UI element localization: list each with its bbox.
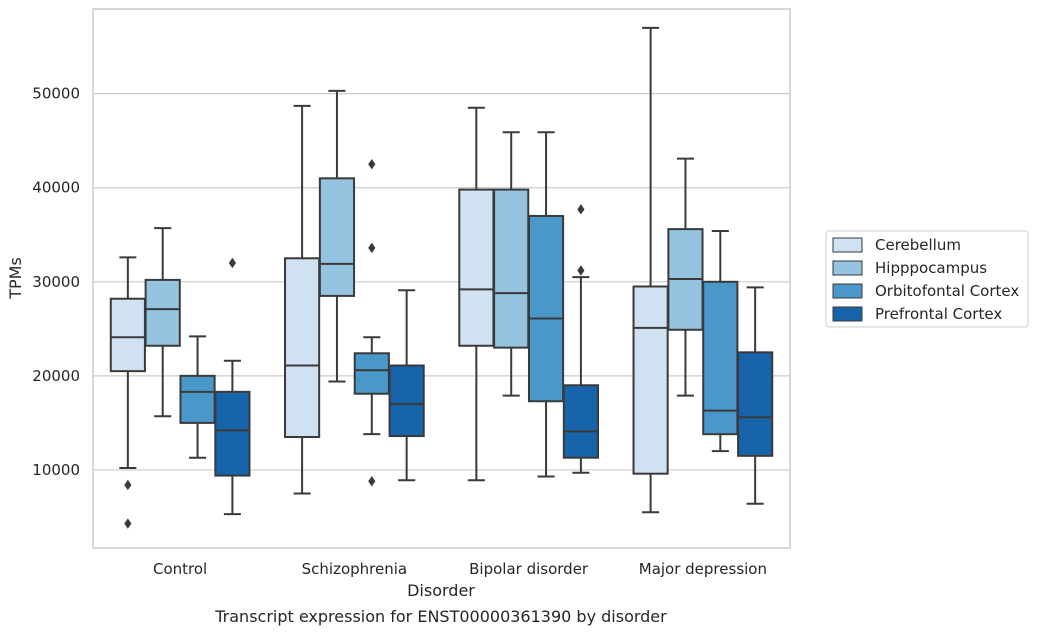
box-iqr — [702, 280, 739, 436]
legend-label: Cerebellum — [875, 236, 961, 254]
legend-frame — [825, 230, 1029, 328]
x-tick-label: Major depression — [639, 560, 767, 578]
x-tick-label: Bipolar disorder — [469, 560, 589, 578]
box-group — [493, 131, 530, 397]
chart-caption: Transcript expression for ENST0000036139… — [214, 607, 667, 626]
box-iqr — [284, 257, 321, 439]
legend: Cerebellum Hipppocampus Orbitofontal Corte… — [825, 230, 1029, 328]
box-group — [562, 204, 599, 474]
x-tick-labels: Control Schizophrenia Bipolar disorder Majo… — [153, 560, 767, 578]
outlier-point — [577, 265, 585, 276]
outlier-point — [368, 476, 376, 487]
legend-label: Hipppocampus — [875, 259, 987, 277]
legend-swatch — [832, 260, 863, 276]
box-group — [737, 286, 774, 505]
legend-label: Prefrontal Cortex — [875, 305, 1002, 323]
box-group — [144, 227, 181, 418]
outlier-point — [368, 242, 376, 254]
box-iqr — [214, 390, 251, 477]
x-tick-label: Control — [153, 560, 207, 578]
box-iqr — [562, 384, 599, 459]
plot-frame — [92, 8, 791, 549]
outlier-point — [228, 257, 236, 269]
box-group — [214, 257, 251, 516]
box-group — [353, 159, 390, 487]
y-tick-label: 30000 — [32, 273, 80, 291]
box-iqr — [144, 278, 181, 347]
legend-swatch — [832, 306, 863, 322]
outlier-point — [577, 204, 585, 215]
box-iqr — [737, 351, 774, 457]
box-group — [632, 26, 669, 514]
box-iqr — [353, 352, 390, 395]
legend-swatch — [832, 237, 863, 253]
box-group — [318, 89, 356, 383]
box-iqr — [179, 374, 216, 424]
box-group — [179, 335, 216, 459]
box-group — [109, 256, 146, 529]
outlier-point — [124, 518, 132, 529]
y-tick-labels: 10000 20000 30000 40000 50000 — [32, 85, 80, 479]
y-axis-title: TPMs — [6, 257, 25, 300]
box-iqr — [109, 297, 146, 373]
outlier-point — [368, 159, 376, 170]
box-iqr — [458, 188, 495, 347]
box-group — [702, 229, 739, 453]
box-iqr — [493, 188, 530, 349]
y-tick-label: 10000 — [32, 461, 80, 479]
box-group — [388, 289, 425, 482]
box-iqr — [527, 214, 565, 403]
box-group — [284, 104, 321, 495]
y-tick-label: 20000 — [32, 367, 80, 385]
x-tick-label: Schizophrenia — [302, 560, 407, 578]
box-group — [667, 157, 704, 397]
box-iqr — [632, 285, 669, 475]
box-iqr — [388, 364, 425, 438]
box-group — [527, 131, 565, 478]
x-axis-title: Disorder — [407, 581, 475, 600]
y-tick-label: 50000 — [32, 85, 80, 103]
legend-swatch — [832, 283, 863, 299]
legend-label: Orbitofontal Cortex — [875, 282, 1019, 300]
outlier-point — [124, 479, 132, 491]
box-groups — [109, 26, 774, 529]
y-tick-label: 40000 — [32, 179, 80, 197]
box-iqr — [318, 177, 356, 297]
box-group — [458, 106, 495, 482]
